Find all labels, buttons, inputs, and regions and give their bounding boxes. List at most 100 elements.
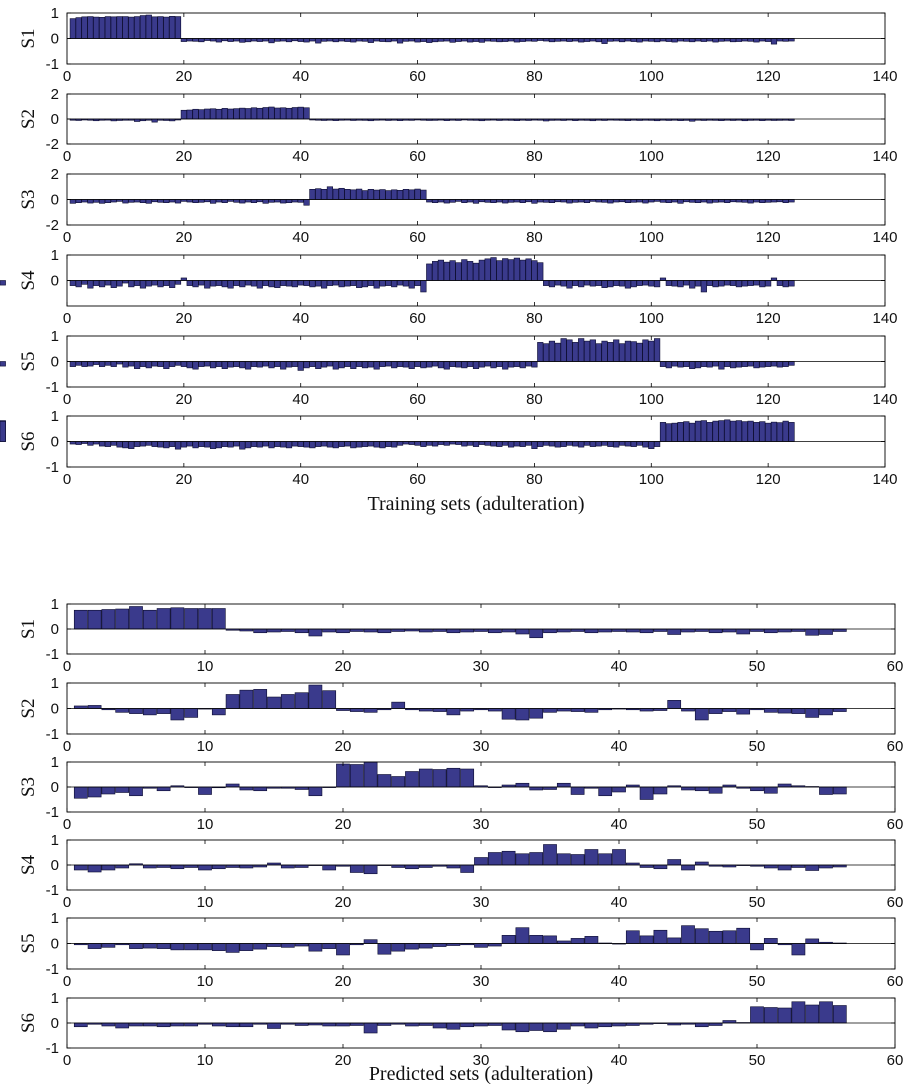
bar bbox=[700, 280, 707, 293]
x-tick-label: 30 bbox=[473, 816, 490, 833]
bar bbox=[321, 280, 328, 289]
bar bbox=[303, 441, 310, 448]
bar bbox=[548, 38, 556, 43]
x-tick-label: 0 bbox=[63, 1052, 71, 1069]
x-tick-label: 40 bbox=[611, 894, 628, 911]
bar bbox=[267, 696, 281, 709]
bar bbox=[618, 280, 626, 287]
bar bbox=[548, 280, 556, 288]
bar bbox=[122, 361, 129, 368]
y-tick-label: 0 bbox=[51, 779, 59, 796]
x-tick-label: 60 bbox=[409, 471, 426, 488]
bar bbox=[128, 361, 135, 367]
x-tick-label: 20 bbox=[335, 894, 352, 911]
bar bbox=[253, 689, 268, 709]
bar bbox=[267, 943, 281, 947]
bar bbox=[612, 786, 626, 793]
bar bbox=[443, 199, 450, 204]
bar bbox=[215, 361, 222, 367]
bar bbox=[570, 1022, 585, 1027]
bar bbox=[115, 1022, 130, 1029]
bar bbox=[134, 16, 141, 39]
x-tick-label: 140 bbox=[872, 229, 897, 246]
bar bbox=[344, 441, 351, 447]
bar bbox=[694, 280, 702, 287]
bar bbox=[556, 1022, 571, 1030]
bar bbox=[402, 361, 409, 368]
bar bbox=[315, 280, 322, 287]
bar bbox=[262, 361, 269, 367]
bar bbox=[460, 768, 475, 788]
bar bbox=[753, 361, 760, 369]
bar bbox=[501, 708, 516, 720]
bar bbox=[689, 199, 696, 203]
bar bbox=[104, 441, 111, 447]
bar bbox=[134, 361, 141, 369]
bar bbox=[543, 844, 557, 866]
y-tick-label: 1 bbox=[51, 328, 59, 345]
bar bbox=[513, 441, 520, 447]
x-tick-label: 0 bbox=[63, 816, 71, 833]
bar bbox=[467, 441, 474, 446]
bar bbox=[391, 189, 398, 200]
bar bbox=[677, 361, 684, 368]
bar bbox=[735, 280, 743, 288]
bar bbox=[129, 943, 143, 949]
y-tick-label: 0 bbox=[51, 857, 59, 874]
bar bbox=[490, 441, 497, 447]
bar bbox=[601, 199, 608, 203]
bar bbox=[349, 764, 364, 788]
bar bbox=[280, 943, 295, 948]
bar bbox=[484, 258, 491, 281]
bar bbox=[322, 1022, 337, 1027]
bar bbox=[432, 943, 447, 947]
bar bbox=[694, 420, 702, 442]
bar bbox=[174, 199, 182, 204]
bar bbox=[653, 929, 668, 944]
x-tick-label: 20 bbox=[176, 391, 193, 408]
bar bbox=[169, 361, 176, 367]
bar bbox=[115, 786, 130, 793]
x-tick-label: 40 bbox=[611, 738, 628, 755]
bar bbox=[157, 280, 164, 288]
bar bbox=[763, 708, 778, 713]
bar bbox=[239, 441, 246, 450]
bar bbox=[759, 199, 766, 203]
bar bbox=[198, 38, 205, 43]
x-tick-label: 20 bbox=[176, 148, 193, 165]
bar bbox=[225, 943, 240, 953]
bar bbox=[446, 767, 461, 788]
bar bbox=[170, 607, 185, 630]
bar bbox=[391, 943, 406, 952]
bar bbox=[507, 361, 515, 368]
bar bbox=[706, 199, 713, 204]
bar bbox=[689, 422, 696, 442]
bar bbox=[361, 280, 369, 288]
bar bbox=[432, 441, 439, 447]
bar bbox=[443, 261, 450, 281]
bar bbox=[128, 280, 135, 288]
bar bbox=[712, 199, 719, 203]
bar bbox=[204, 361, 211, 367]
bar bbox=[484, 199, 491, 203]
bar bbox=[642, 339, 649, 362]
y-tick-label: -1 bbox=[46, 726, 59, 743]
bar bbox=[598, 628, 613, 633]
bar bbox=[624, 199, 631, 203]
bar bbox=[589, 280, 596, 287]
bar bbox=[584, 849, 599, 866]
bar bbox=[93, 280, 100, 286]
x-tick-label: 120 bbox=[756, 471, 781, 488]
bar bbox=[379, 189, 386, 200]
bar bbox=[437, 361, 445, 369]
bar bbox=[157, 361, 164, 367]
y-tick-label: -2 bbox=[46, 136, 59, 153]
bar bbox=[554, 280, 561, 286]
bar bbox=[595, 280, 602, 286]
bar bbox=[156, 786, 171, 792]
bar bbox=[735, 38, 743, 42]
bar bbox=[385, 38, 392, 43]
bar bbox=[303, 280, 310, 286]
bar bbox=[490, 257, 497, 281]
